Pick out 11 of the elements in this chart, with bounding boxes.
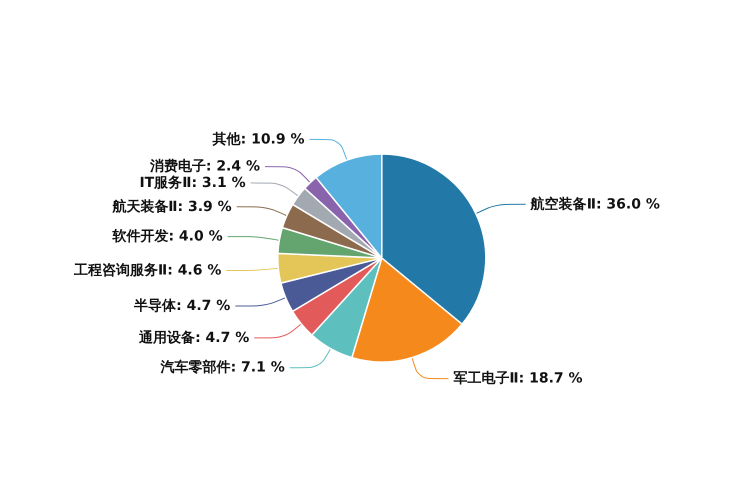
slice-label: 汽车零部件: 7.1 %: [160, 358, 285, 376]
slice-label: 其他: 10.9 %: [212, 131, 305, 148]
slice-label: 航空装备Ⅱ: 36.0 %: [530, 195, 660, 212]
slice-label: 军工电子Ⅱ: 18.7 %: [453, 370, 583, 387]
slice-label: 软件开发: 4.0 %: [111, 228, 223, 245]
slice-label: 通用设备: 4.7 %: [138, 328, 250, 346]
slice-label: IT服务Ⅱ: 3.1 %: [139, 174, 246, 191]
slice-label: 工程咨询服务Ⅱ: 4.6 %: [73, 262, 222, 278]
slice-label: 航天装备Ⅱ: 3.9 %: [111, 198, 232, 215]
slice-label: 半导体: 4.7 %: [133, 298, 230, 314]
slice-label: 消费电子: 2.4 %: [148, 158, 260, 175]
